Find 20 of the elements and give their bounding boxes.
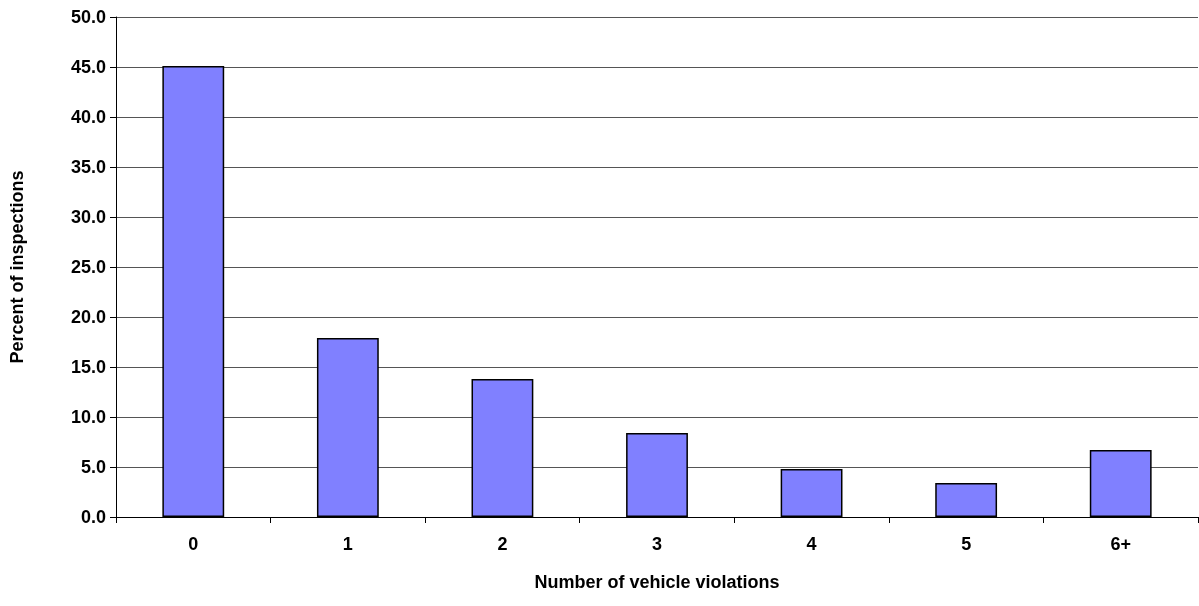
x-tick-label: 6+ [1110, 534, 1131, 554]
x-tick-label: 3 [651, 534, 663, 554]
y-tick-label: 35.0 [70, 157, 106, 177]
y-tick-label: 45.0 [70, 57, 106, 77]
y-tick-label: 10.0 [70, 407, 106, 427]
x-tick-label: 5 [961, 534, 972, 554]
y-axis-title: Percent of inspections [7, 170, 27, 364]
y-tick-label: 30.0 [70, 207, 106, 227]
y-tick-label: 15.0 [70, 357, 106, 377]
y-tick-label: 5.0 [80, 457, 106, 477]
y-tick-label: 0.0 [80, 507, 106, 527]
y-tick-label: 25.0 [70, 257, 106, 277]
x-tick-label: 0 [188, 534, 199, 554]
y-tick-label: 20.0 [70, 307, 106, 327]
x-tick-label: 4 [806, 534, 817, 554]
x-axis-title: Number of vehicle violations [534, 572, 780, 592]
x-tick-label: 1 [342, 534, 353, 554]
y-tick-label: 50.0 [70, 7, 106, 27]
y-tick-label: 40.0 [70, 107, 106, 127]
x-tick-label: 2 [497, 534, 508, 554]
